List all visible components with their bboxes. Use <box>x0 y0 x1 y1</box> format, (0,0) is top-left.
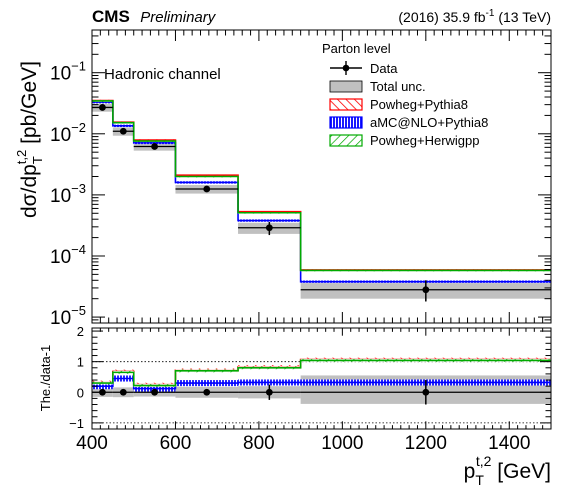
ratio-data-point-2 <box>151 388 158 396</box>
legend-entry-amcnlo-pythia8: aMC@NLO+Pythia8 <box>329 115 488 130</box>
legend: Parton level Data Total unc. Powheg+Pyth… <box>322 41 488 148</box>
legend-entry-total-unc: Total unc. <box>329 79 426 94</box>
main-data-point-0 <box>99 104 106 111</box>
main-data-point-2 <box>151 143 158 150</box>
y-tick-label-4: 10−1 <box>50 59 86 85</box>
y-axis-title: dσ/dpTt,2 [pb/GeV] <box>14 61 45 218</box>
y-tick-label-3: 10−2 <box>50 120 86 146</box>
ratio-powheg-herwigpp-line <box>92 359 551 387</box>
main-panel-axes: 10−5 10−4 10−3 10−2 10−1 <box>50 29 552 329</box>
x-tick-label-800: 800 <box>243 433 275 454</box>
y-tick-label-0: 10−5 <box>50 303 86 329</box>
x-tick-label-600: 600 <box>160 433 192 454</box>
main-panel-marks <box>92 99 551 302</box>
ratio-data-point-1 <box>119 388 127 396</box>
legend-label-powheg-pythia8: Powheg+Pythia8 <box>370 97 468 112</box>
legend-entry-powheg-pythia8: Powheg+Pythia8 <box>329 97 468 112</box>
main-data-point-3 <box>203 185 211 193</box>
legend-label-data: Data <box>370 61 398 76</box>
ratio-panel-frame <box>91 327 552 430</box>
ratio-data-point-5 <box>422 388 430 396</box>
ratio-axis-title: The./data-1 <box>38 345 53 412</box>
main-data-point-1 <box>119 127 127 135</box>
ratio-y-tick-label-0: −1 <box>69 416 84 431</box>
y-tick-label-1: 10−4 <box>50 242 86 268</box>
luminosity-label: (2016) 35.9 fb-1 (13 TeV) <box>398 8 551 25</box>
y-tick-label-2: 10−3 <box>50 181 86 207</box>
ratio-data-point-3 <box>203 388 211 396</box>
main-data-point-5 <box>422 286 430 294</box>
x-tick-label-1000: 1000 <box>321 433 363 454</box>
main-data-point-4 <box>265 224 273 232</box>
ratio-panel-axes: 400 600 800 1000 1200 1400 −1 0 1 2 <box>69 324 552 454</box>
legend-label-amcnlo-pythia8: aMC@NLO+Pythia8 <box>370 115 488 130</box>
experiment-label: CMS Preliminary <box>92 7 217 26</box>
x-tick-label-1400: 1400 <box>488 433 530 454</box>
legend-title: Parton level <box>322 41 391 56</box>
ratio-y-tick-label-2: 1 <box>77 355 84 370</box>
main-powheg-herwigpp-line <box>92 100 551 272</box>
legend-entry-powheg-herwigpp: Powheg+Herwigpp <box>329 133 479 148</box>
x-axis-title: pTt,2 [GeV] <box>464 453 551 488</box>
x-tick-label-400: 400 <box>76 433 108 454</box>
x-tick-label-1200: 1200 <box>405 433 447 454</box>
legend-label-total-unc: Total unc. <box>370 79 426 94</box>
ratio-panel-marks <box>92 357 551 424</box>
channel-annotation: Hadronic channel <box>104 66 221 83</box>
ratio-y-tick-label-1: 0 <box>77 385 84 400</box>
ratio-data-point-4 <box>265 388 273 396</box>
legend-entry-data: Data <box>330 61 398 76</box>
ratio-y-tick-label-3: 2 <box>77 324 84 339</box>
legend-label-powheg-herwigpp: Powheg+Herwigpp <box>370 133 479 148</box>
